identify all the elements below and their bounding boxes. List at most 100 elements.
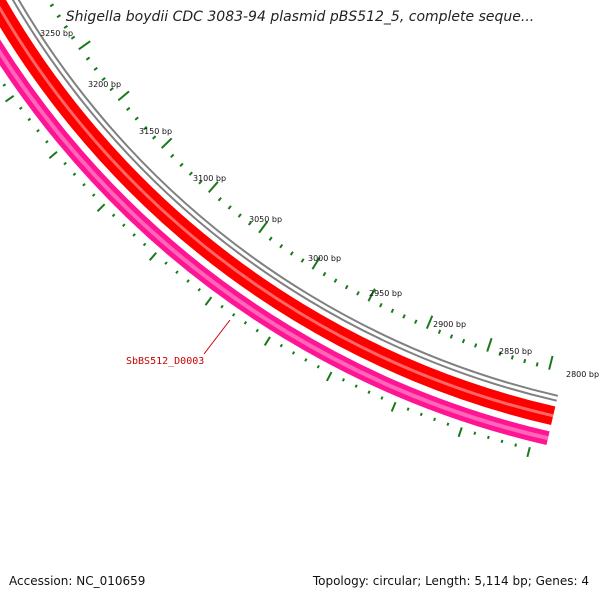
accession-text: Accession: NC_010659 bbox=[9, 574, 146, 588]
scale-tick-minor bbox=[152, 135, 157, 140]
scale-tick-major bbox=[117, 90, 130, 102]
scale-ticks bbox=[2, 3, 554, 458]
scale-tick-minor bbox=[85, 56, 91, 61]
inner-tick-major bbox=[263, 336, 271, 346]
inner-tick-minor bbox=[473, 431, 477, 435]
scale-tick-minor bbox=[344, 284, 349, 290]
scale-tick-minor bbox=[247, 221, 252, 226]
scale-tick-minor bbox=[300, 258, 305, 263]
inner-tick-major bbox=[390, 401, 397, 412]
scale-label: 3150 bp bbox=[139, 127, 172, 136]
scale-tick-major bbox=[207, 181, 219, 194]
inner-tick-major bbox=[325, 371, 333, 382]
inner-tick-minor bbox=[367, 390, 371, 394]
inner-tick-minor bbox=[18, 106, 23, 110]
scale-tick-minor bbox=[143, 125, 148, 131]
scale-tick-minor bbox=[198, 180, 203, 185]
inner-tick-minor bbox=[175, 270, 179, 274]
inner-tick-major bbox=[96, 203, 106, 212]
backbone-track bbox=[11, 0, 559, 402]
inner-tick-minor bbox=[36, 129, 40, 133]
scale-label: 2850 bp bbox=[499, 347, 532, 356]
backbone-track-inner bbox=[0, 0, 557, 398]
scale-tick-major bbox=[78, 40, 91, 51]
inner-tick-minor bbox=[72, 172, 77, 176]
scale-tick-minor bbox=[268, 236, 273, 241]
inner-tick-minor bbox=[354, 384, 358, 388]
gene-label-leader bbox=[203, 319, 231, 355]
scale-tick-minor bbox=[498, 351, 502, 356]
scale-label: 3100 bp bbox=[193, 174, 226, 183]
scale-tick-minor bbox=[402, 314, 406, 319]
scale-tick-minor bbox=[170, 153, 175, 158]
cds-track-reverse-highlight bbox=[0, 48, 549, 441]
inner-tick-minor bbox=[220, 304, 224, 309]
scale-tick-minor bbox=[188, 171, 193, 176]
inner-tick-minor bbox=[406, 407, 410, 411]
scale-tick-major bbox=[548, 355, 554, 370]
scale-tick-minor bbox=[70, 35, 76, 40]
inner-tick-minor bbox=[122, 223, 126, 227]
inner-tick-minor bbox=[486, 435, 490, 440]
scale-tick-minor bbox=[523, 358, 527, 364]
inner-tick-minor bbox=[45, 140, 49, 144]
scale-tick-minor bbox=[390, 308, 395, 314]
inner-tick-minor bbox=[419, 412, 423, 417]
inner-tick-minor bbox=[142, 242, 147, 247]
scale-tick-minor bbox=[356, 291, 360, 296]
inner-tick-minor bbox=[111, 213, 116, 218]
inner-tick-minor bbox=[164, 261, 168, 265]
scale-tick-major bbox=[486, 337, 493, 352]
map-title: Shigella boydii CDC 3083-94 plasmid pBS5… bbox=[65, 9, 535, 25]
scale-label: 2900 bp bbox=[433, 320, 466, 329]
scale-tick-major bbox=[258, 220, 269, 234]
scale-tick-minor bbox=[322, 271, 327, 277]
scale-label: 3200 bp bbox=[88, 80, 121, 89]
inner-tick-minor bbox=[186, 279, 190, 283]
inner-tick-minor bbox=[514, 443, 518, 447]
inner-tick-minor bbox=[91, 193, 96, 197]
inner-tick-major bbox=[457, 427, 463, 438]
inner-tick-minor bbox=[304, 358, 308, 362]
scale-tick-minor bbox=[109, 87, 114, 92]
scale-tick-minor bbox=[289, 251, 294, 256]
inner-tick-minor bbox=[279, 343, 283, 348]
scale-tick-minor bbox=[237, 213, 242, 218]
inner-tick-minor bbox=[2, 83, 7, 87]
inner-tick-minor bbox=[341, 378, 346, 382]
scale-tick-minor bbox=[437, 329, 442, 334]
topology-summary: Topology: circular; Length: 5,114 bp; Ge… bbox=[312, 574, 589, 588]
scale-tick-minor bbox=[510, 355, 514, 360]
scale-label: 3000 bp bbox=[308, 254, 341, 263]
inner-tick-major bbox=[204, 296, 213, 306]
scale-tick-minor bbox=[333, 278, 338, 283]
cds-track-forward bbox=[0, 0, 556, 426]
scale-tick-major bbox=[425, 315, 434, 330]
inner-tick-major bbox=[48, 151, 58, 159]
scale-tick-minor bbox=[379, 302, 383, 308]
scale-tick-minor bbox=[461, 338, 466, 344]
inner-tick-minor bbox=[63, 161, 67, 166]
scale-tick-minor bbox=[414, 319, 418, 324]
scale-tick-major bbox=[161, 137, 173, 149]
scale-tick-minor bbox=[227, 205, 232, 210]
inner-tick-minor bbox=[231, 313, 236, 317]
scale-tick-minor bbox=[56, 14, 61, 19]
scale-tick-minor bbox=[449, 334, 454, 339]
inner-tick-major bbox=[526, 446, 531, 458]
inner-tick-minor bbox=[316, 364, 320, 369]
scale-label: 2800 bp bbox=[566, 370, 599, 379]
scale-label: 3050 bp bbox=[249, 215, 282, 224]
scale-tick-minor bbox=[474, 343, 478, 348]
scale-tick-minor bbox=[101, 77, 106, 82]
inner-tick-major bbox=[4, 94, 15, 103]
inner-tick-minor bbox=[433, 417, 437, 422]
inner-tick-minor bbox=[446, 422, 450, 426]
feature-tracks bbox=[0, 0, 559, 446]
cds-track-forward-highlight bbox=[0, 5, 554, 418]
inner-tick-minor bbox=[27, 117, 32, 122]
inner-tick-minor bbox=[380, 396, 384, 400]
gene-label-sbbs512-d0003[interactable]: SbBS512_D0003 bbox=[126, 356, 204, 367]
inner-tick-minor bbox=[255, 328, 259, 333]
